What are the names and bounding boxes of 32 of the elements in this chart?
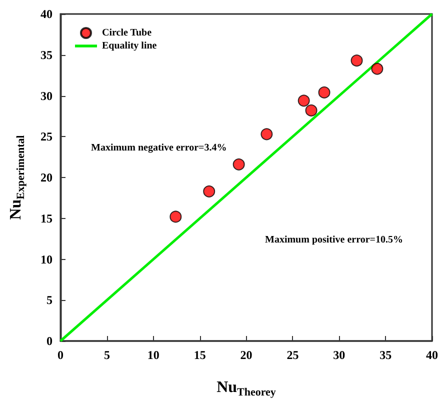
x-tick-label: 30 <box>333 348 346 362</box>
y-tick-label: 10 <box>40 252 52 266</box>
y-tick-label: 20 <box>40 170 52 184</box>
x-tick-label: 40 <box>426 348 438 362</box>
y-tick-label: 0 <box>46 334 52 348</box>
point <box>371 62 384 75</box>
legend-label: Circle Tube <box>102 28 152 38</box>
x-tick-label: 10 <box>147 348 160 362</box>
annotation: Maximum positive error=10.5% <box>265 234 403 246</box>
point <box>232 158 245 170</box>
point <box>170 210 182 223</box>
point <box>305 104 318 116</box>
y-tick-label: 30 <box>40 88 52 103</box>
y-axis-title: NuExperimental <box>8 135 27 220</box>
annotation: Maximum negative error=3.4% <box>91 142 227 154</box>
y-tick-label: 40 <box>40 7 52 21</box>
y-tick-label: 5 <box>46 293 52 308</box>
point <box>260 128 273 140</box>
x-tick-label: 20 <box>240 348 252 362</box>
x-tick-label: 15 <box>194 348 206 362</box>
point <box>318 86 330 98</box>
x-tick-label: 35 <box>380 348 392 362</box>
legend-label: Equality line <box>102 40 158 52</box>
point <box>203 185 216 198</box>
y-tick-label: 25 <box>40 130 52 144</box>
x-tick-label: 5 <box>104 348 110 362</box>
x-tick-label: 0 <box>58 348 64 362</box>
y-tick-label: 35 <box>40 48 52 62</box>
point <box>298 94 310 107</box>
y-tick-label: 15 <box>40 211 52 226</box>
x-tick-label: 25 <box>286 348 299 362</box>
point <box>350 54 363 67</box>
